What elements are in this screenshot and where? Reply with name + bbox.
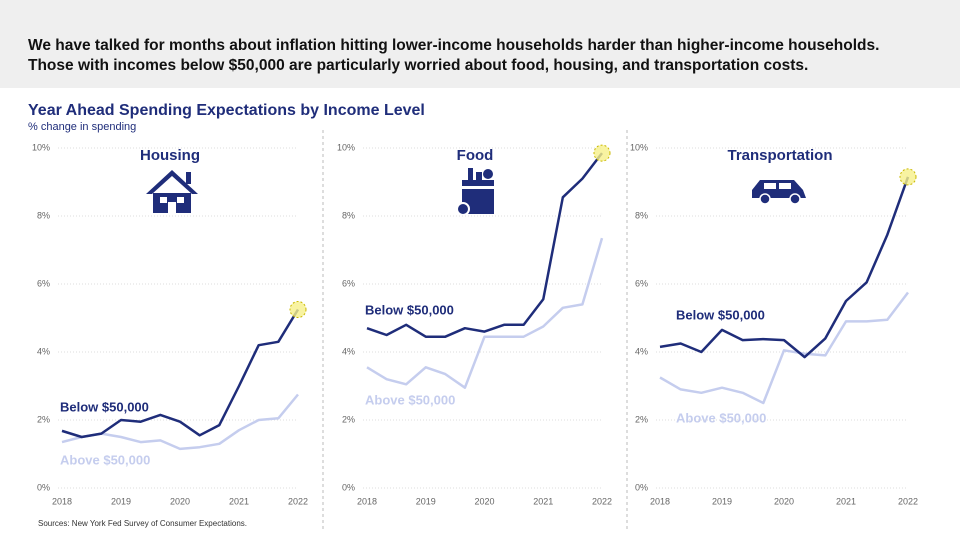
x-tick-label: 2020 <box>774 496 794 506</box>
y-tick-label: 0% <box>37 482 50 492</box>
y-tick-label: 0% <box>342 482 355 492</box>
y-tick-label: 10% <box>32 142 50 152</box>
series-label: Above $50,000 <box>60 452 150 467</box>
y-tick-label: 2% <box>342 414 355 424</box>
y-tick-label: 2% <box>635 414 648 424</box>
panel-title: Transportation <box>727 147 832 164</box>
y-tick-label: 6% <box>635 278 648 288</box>
car-icon <box>752 180 806 205</box>
x-tick-label: 2021 <box>229 496 249 506</box>
y-tick-label: 4% <box>635 346 648 356</box>
header-band <box>0 0 960 88</box>
y-tick-label: 10% <box>337 142 355 152</box>
headline: Those with incomes below $50,000 are par… <box>28 57 808 74</box>
source: Sources: New York Fed Survey of Consumer… <box>38 519 247 528</box>
series-label: Above $50,000 <box>365 392 455 407</box>
y-tick-label: 8% <box>342 210 355 220</box>
x-tick-label: 2020 <box>474 496 494 506</box>
x-tick-label: 2019 <box>111 496 131 506</box>
x-tick-label: 2018 <box>650 496 670 506</box>
highlight-marker <box>593 144 611 162</box>
panel-title: Food <box>457 147 494 164</box>
y-tick-label: 8% <box>37 210 50 220</box>
y-tick-label: 2% <box>37 414 50 424</box>
series-line <box>659 176 910 359</box>
series-line <box>366 152 603 338</box>
y-tick-label: 6% <box>342 278 355 288</box>
x-tick-label: 2018 <box>52 496 72 506</box>
x-tick-label: 2020 <box>170 496 190 506</box>
headline: We have talked for months about inflatio… <box>28 37 879 54</box>
x-tick-label: 2022 <box>592 496 612 506</box>
x-tick-label: 2021 <box>533 496 553 506</box>
highlight-marker <box>289 301 307 318</box>
subtitle: % change in spending <box>28 121 136 133</box>
x-tick-label: 2019 <box>416 496 436 506</box>
x-tick-label: 2021 <box>836 496 856 506</box>
x-tick-label: 2022 <box>288 496 308 506</box>
grocery-icon <box>456 168 494 216</box>
house-icon <box>146 170 198 213</box>
y-tick-label: 6% <box>37 278 50 288</box>
y-tick-label: 10% <box>630 142 648 152</box>
highlight-marker <box>899 168 917 186</box>
x-tick-label: 2022 <box>898 496 918 506</box>
series-label: Above $50,000 <box>676 410 766 425</box>
series-label: Below $50,000 <box>365 302 454 317</box>
series-line <box>366 237 604 389</box>
panel-title: Housing <box>140 147 200 164</box>
series-label: Below $50,000 <box>60 399 149 414</box>
x-tick-label: 2018 <box>357 496 377 506</box>
y-tick-label: 4% <box>37 346 50 356</box>
series-line <box>659 291 909 405</box>
x-tick-label: 2019 <box>712 496 732 506</box>
y-tick-label: 0% <box>635 482 648 492</box>
y-tick-label: 4% <box>342 346 355 356</box>
y-tick-label: 8% <box>635 210 648 220</box>
chart-title: Year Ahead Spending Expectations by Inco… <box>28 102 425 119</box>
series-line <box>61 308 300 439</box>
series-label: Below $50,000 <box>676 307 765 322</box>
